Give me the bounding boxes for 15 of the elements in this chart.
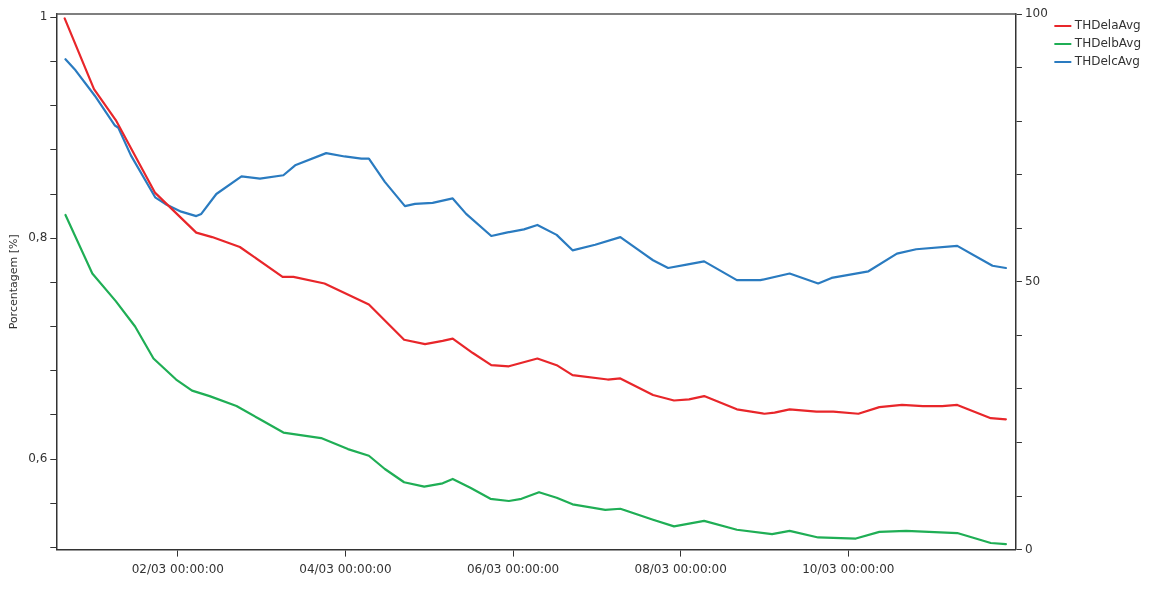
y-tick-label: 0,8 xyxy=(28,230,48,245)
y-tick-label: 1 xyxy=(39,9,48,24)
legend-label: THDelaAvg xyxy=(1073,18,1141,33)
y2-tick-label: 50 xyxy=(1024,273,1041,288)
y2-tick-label: 0 xyxy=(1024,541,1033,556)
legend-label: THDelbAvg xyxy=(1073,36,1141,51)
x-tick-label: 10/03 00:00:00 xyxy=(802,561,895,576)
y-axis-title: Porcentagem [%] xyxy=(7,234,21,330)
y2-tick-label: 100 xyxy=(1024,6,1048,21)
x-tick-label: 08/03 00:00:00 xyxy=(634,561,727,576)
x-tick-label: 04/03 00:00:00 xyxy=(299,561,392,576)
legend-label: THDelcAvg xyxy=(1073,54,1140,69)
y-tick-label: 0,6 xyxy=(28,451,48,466)
x-tick-label: 02/03 00:00:00 xyxy=(131,561,224,576)
x-tick-label: 06/03 00:00:00 xyxy=(466,561,560,576)
